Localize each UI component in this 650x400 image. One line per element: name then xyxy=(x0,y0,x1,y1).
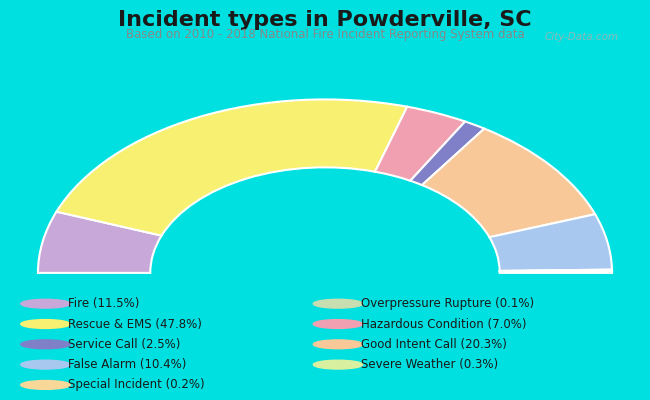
Wedge shape xyxy=(500,270,612,272)
Circle shape xyxy=(313,360,363,369)
Wedge shape xyxy=(489,214,612,271)
Text: Severe Weather (0.3%): Severe Weather (0.3%) xyxy=(361,358,498,371)
Circle shape xyxy=(21,360,70,369)
Text: Special Incident (0.2%): Special Incident (0.2%) xyxy=(68,378,205,392)
Circle shape xyxy=(21,320,70,328)
Circle shape xyxy=(313,340,363,349)
Wedge shape xyxy=(375,107,465,181)
Text: Based on 2010 - 2018 National Fire Incident Reporting System data: Based on 2010 - 2018 National Fire Incid… xyxy=(125,28,525,41)
Wedge shape xyxy=(410,122,484,185)
Text: Fire (11.5%): Fire (11.5%) xyxy=(68,297,140,310)
Circle shape xyxy=(21,299,70,308)
Text: Hazardous Condition (7.0%): Hazardous Condition (7.0%) xyxy=(361,318,526,330)
Text: Rescue & EMS (47.8%): Rescue & EMS (47.8%) xyxy=(68,318,202,330)
Wedge shape xyxy=(57,100,407,236)
Text: False Alarm (10.4%): False Alarm (10.4%) xyxy=(68,358,187,371)
Text: City-Data.com: City-Data.com xyxy=(544,32,618,42)
Text: Service Call (2.5%): Service Call (2.5%) xyxy=(68,338,181,351)
Text: Overpressure Rupture (0.1%): Overpressure Rupture (0.1%) xyxy=(361,297,534,310)
Circle shape xyxy=(21,380,70,389)
Wedge shape xyxy=(38,212,162,273)
Circle shape xyxy=(313,320,363,328)
Wedge shape xyxy=(500,271,612,273)
Circle shape xyxy=(21,340,70,349)
Text: Good Intent Call (20.3%): Good Intent Call (20.3%) xyxy=(361,338,506,351)
Wedge shape xyxy=(500,270,612,271)
Wedge shape xyxy=(422,129,595,237)
Circle shape xyxy=(313,299,363,308)
Text: Incident types in Powderville, SC: Incident types in Powderville, SC xyxy=(118,10,532,30)
